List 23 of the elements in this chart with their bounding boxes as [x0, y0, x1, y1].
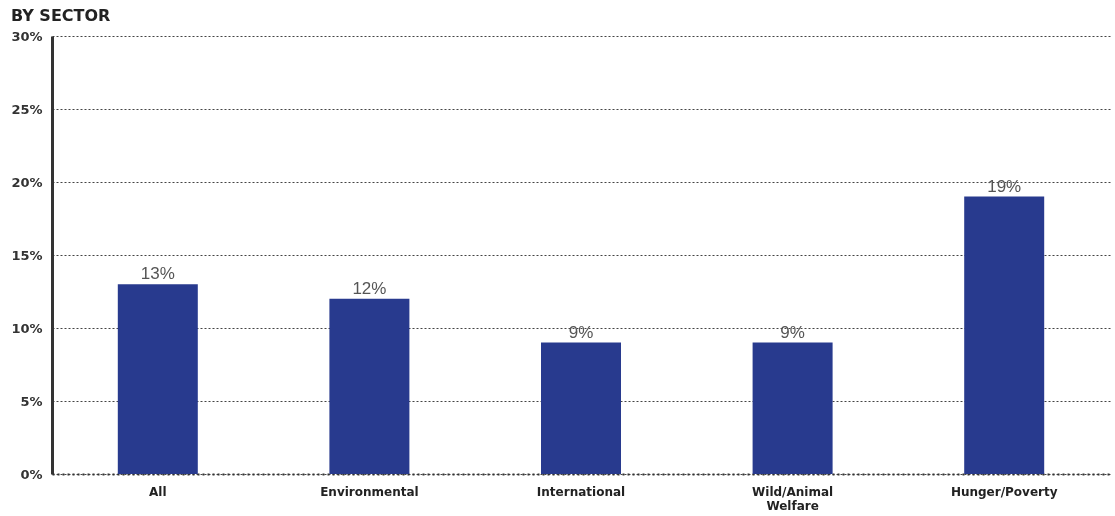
y-tick-label: 25% — [11, 101, 43, 117]
x-tick-label: Environmental — [320, 484, 419, 499]
bar — [117, 284, 198, 474]
x-tick-label: International — [536, 484, 626, 499]
x-tick-label: Wild/Animal Welfare — [752, 484, 834, 513]
y-tick-label: 5% — [20, 393, 43, 409]
y-tick-label: 15% — [11, 247, 43, 263]
data-label: 13% — [140, 264, 175, 284]
chart-title: BY SECTOR — [10, 6, 111, 25]
x-tick-label: All — [149, 484, 167, 499]
data-label: 9% — [568, 322, 594, 342]
data-label: 19% — [987, 176, 1022, 196]
bar — [541, 342, 621, 474]
data-label: 12% — [352, 278, 387, 298]
bar — [329, 298, 410, 474]
y-tick-label: 10% — [11, 320, 43, 336]
bar — [964, 196, 1045, 474]
y-tick-label: 0% — [20, 466, 43, 482]
y-tick-label: 30% — [11, 28, 43, 44]
y-tick-label: 20% — [11, 174, 43, 190]
bar — [752, 342, 833, 474]
x-tick-label: Hunger/Poverty — [950, 484, 1058, 499]
data-label: 9% — [780, 322, 805, 342]
